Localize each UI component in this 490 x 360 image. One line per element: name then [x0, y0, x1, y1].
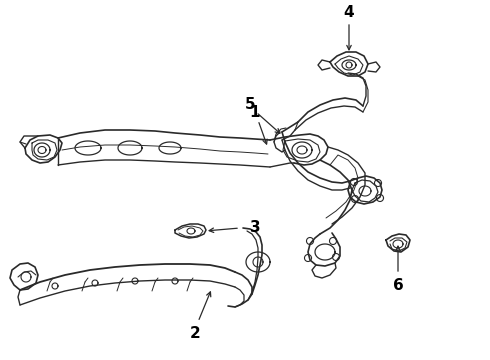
Text: 2: 2	[190, 327, 200, 342]
Text: 5: 5	[245, 96, 255, 112]
Text: 3: 3	[250, 220, 260, 234]
Text: 4: 4	[343, 5, 354, 19]
Text: 1: 1	[250, 104, 260, 120]
Text: 6: 6	[392, 279, 403, 293]
